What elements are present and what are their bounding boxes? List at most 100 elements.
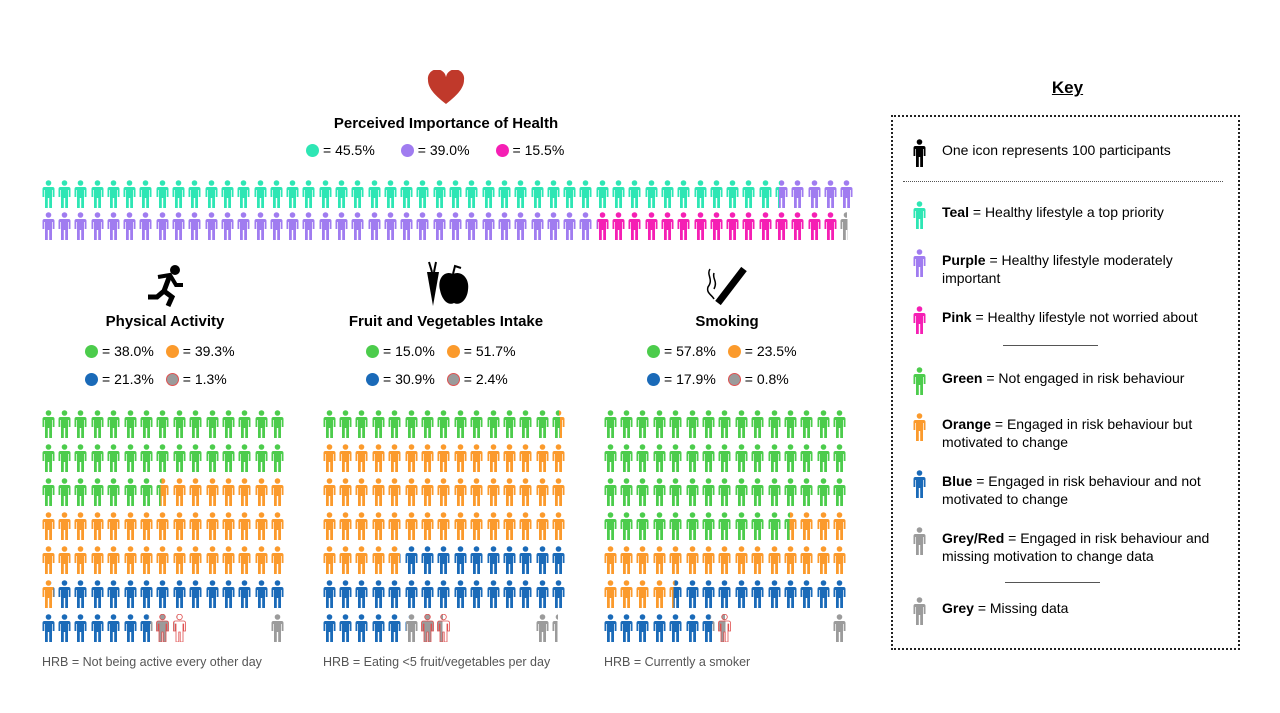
person-icon — [173, 512, 186, 540]
person-icon-cell — [220, 580, 236, 614]
person-icon-cell — [321, 580, 337, 614]
person-icon — [677, 180, 690, 208]
person-icon — [596, 212, 609, 240]
person-icon — [42, 512, 55, 540]
person-icon-cell — [122, 410, 138, 444]
legend-item: = 57.8% — [647, 343, 716, 359]
person-icon-cell — [668, 580, 684, 614]
person-icon — [735, 444, 748, 472]
person-icon-cell — [773, 212, 789, 244]
person-icon — [726, 180, 739, 208]
person-icon-cell — [220, 512, 236, 546]
person-icon — [237, 180, 250, 208]
person-icon-cell — [594, 180, 610, 212]
person-icon-cell — [618, 512, 634, 546]
key-description: = Healthy lifestyle not worried about — [975, 309, 1198, 325]
person-icon-cell — [220, 444, 236, 478]
person-icon-cell — [651, 546, 667, 580]
person-icon-cell — [40, 180, 56, 212]
person-icon — [437, 546, 450, 574]
person-icon — [58, 410, 71, 438]
person-icon — [465, 180, 478, 208]
person-icon-cell — [105, 212, 121, 244]
person-icon-cell — [733, 546, 749, 580]
person-icon — [791, 180, 804, 208]
person-icon-cell — [464, 212, 480, 244]
person-icon — [355, 478, 368, 506]
panel-legend-row: = 17.9% = 0.8% — [647, 371, 789, 387]
person-icon-cell — [138, 478, 154, 512]
person-icon-cell — [171, 580, 187, 614]
person-icon-cell — [602, 478, 618, 512]
icon-row — [40, 444, 286, 478]
person-icon-cell — [220, 478, 236, 512]
person-icon-cell — [253, 614, 269, 648]
person-icon — [421, 512, 434, 540]
legend-value: = 45.5% — [323, 142, 375, 158]
person-icon — [140, 478, 153, 506]
person-icon-cell — [40, 410, 56, 444]
person-icon — [323, 614, 336, 642]
person-icon — [74, 180, 87, 208]
person-icon-cell — [782, 444, 798, 478]
person-icon-cell — [105, 180, 121, 212]
person-icon — [156, 614, 170, 642]
person-icon — [123, 180, 136, 208]
person-icon-cell — [40, 444, 56, 478]
person-icon-cell — [831, 546, 847, 580]
person-icon — [372, 546, 385, 574]
person-icon-cell — [188, 546, 204, 580]
person-icon — [254, 212, 266, 240]
person-icon — [735, 478, 748, 506]
person-icon-cell — [496, 212, 512, 244]
person-icon-cell — [436, 444, 452, 478]
person-icon-cell — [253, 444, 269, 478]
legend-item: = 39.3% — [165, 343, 235, 359]
person-icon-cell — [337, 478, 353, 512]
person-icon-cell — [252, 180, 268, 212]
person-icon — [189, 580, 202, 608]
person-icon-cell — [387, 546, 403, 580]
person-icon-cell — [501, 444, 517, 478]
person-icon-cell — [799, 580, 815, 614]
person-icon-cell — [839, 180, 855, 212]
legend-item: = 15.5% — [495, 142, 564, 158]
person-icon-cell — [452, 444, 468, 478]
person-icon — [808, 212, 821, 240]
purple-dot-icon — [400, 143, 414, 157]
person-icon — [751, 546, 764, 574]
person-icon — [156, 180, 169, 208]
person-icon-cell — [717, 478, 733, 512]
person-icon-cell — [643, 180, 659, 212]
person-icon — [913, 470, 926, 498]
person-icon-cell — [419, 444, 435, 478]
person-icon — [913, 413, 926, 445]
person-icon-cell — [436, 546, 452, 580]
health-icon-array — [40, 180, 855, 244]
person-icon — [421, 614, 434, 642]
person-icon-cell — [370, 614, 386, 648]
person-icon-cell — [578, 212, 594, 244]
person-icon — [400, 212, 413, 240]
person-icon-cell — [766, 410, 782, 444]
legend-item: = 39.0% — [400, 142, 470, 158]
person-icon — [735, 410, 748, 438]
person-icon-cell — [708, 180, 724, 212]
person-icon-cell — [89, 180, 105, 212]
person-icon — [487, 478, 500, 506]
person-icon-cell — [56, 614, 72, 648]
person-icon-cell — [170, 180, 186, 212]
person-icon — [604, 478, 617, 506]
person-icon-cell — [154, 180, 170, 212]
person-icon — [800, 546, 813, 574]
person-icon-cell — [138, 512, 154, 546]
person-icon-cell — [806, 180, 822, 212]
person-icon-cell — [220, 614, 236, 648]
legend-value: = 1.3% — [182, 371, 227, 387]
person-icon — [913, 139, 926, 171]
person-icon-cell — [610, 212, 626, 244]
person-icon-cell — [387, 478, 403, 512]
person-icon-cell — [635, 614, 651, 648]
person-icon — [579, 180, 592, 208]
person-icon-cell — [651, 444, 667, 478]
